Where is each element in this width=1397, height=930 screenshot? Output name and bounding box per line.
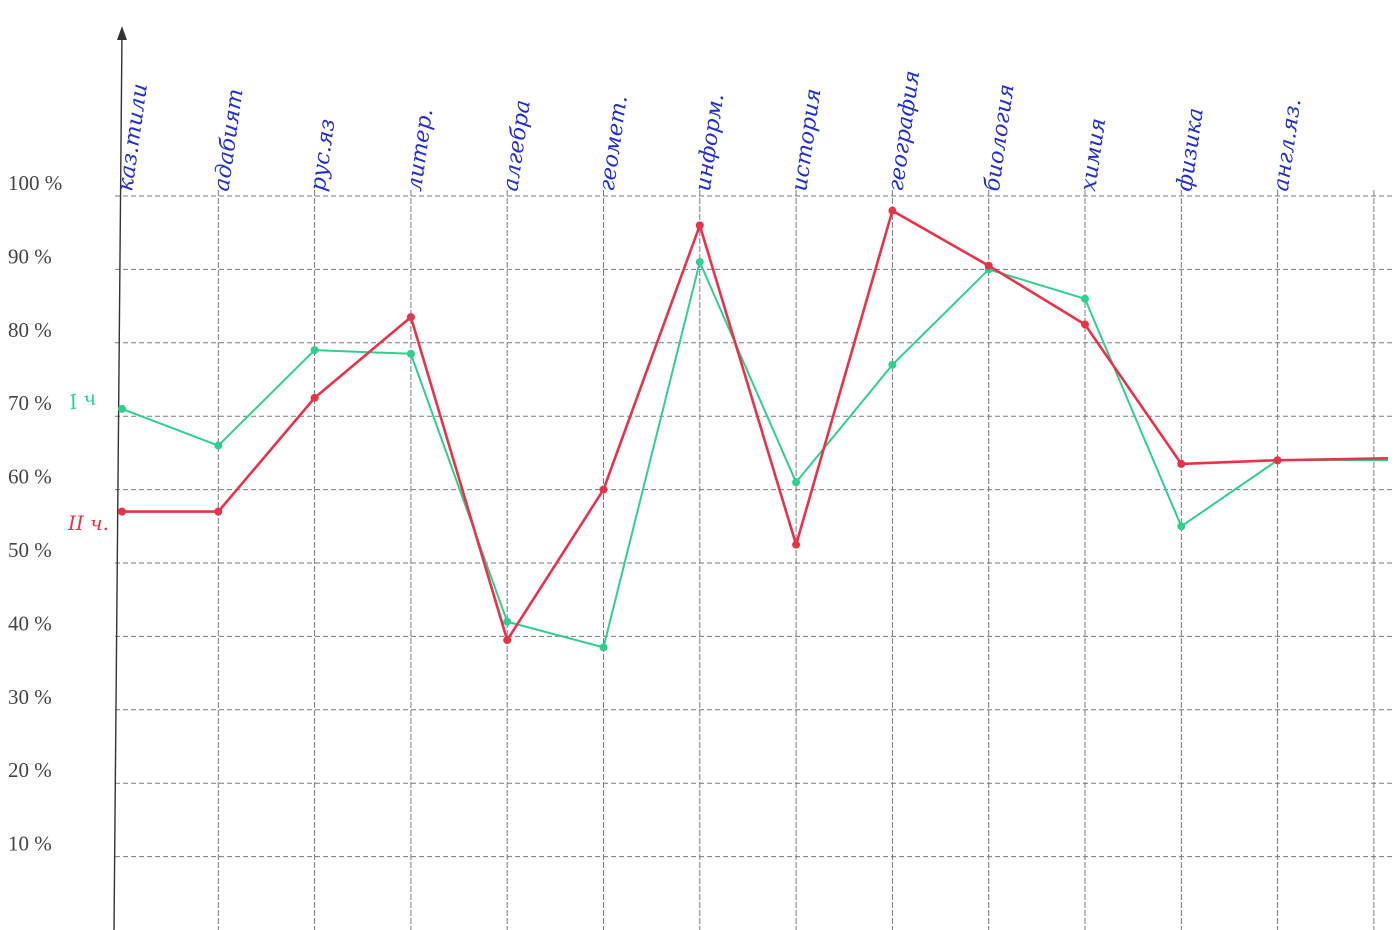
axes [113,26,127,930]
category-label: геомет. [595,94,633,193]
category-label: информ. [691,92,729,193]
data-point [503,636,512,645]
category-label: история [787,87,826,193]
series-label: II ч. [67,511,109,535]
y-tick-label: 90 % [8,244,52,268]
y-tick-label: 50 % [8,538,52,562]
data-point [599,485,608,494]
data-point [1177,459,1186,468]
data-point [888,206,897,215]
series-labels: I ч II ч. [66,385,109,535]
category-label: англ.яз. [1269,97,1307,193]
category-label: рус.яз [306,117,341,193]
data-point [406,349,415,358]
series-extension [1277,457,1389,462]
y-tick-label: 10 % [8,832,52,856]
y-tick-label: 40 % [8,611,52,635]
category-label: литер. [402,107,438,193]
y-tick-label: 100 % [8,171,62,195]
data-point [984,261,993,270]
y-tick-label: 20 % [8,758,52,782]
y-tick-label: 70 % [8,391,52,415]
category-label: физика [1172,106,1208,192]
data-point [118,507,126,516]
data-point [1177,522,1186,531]
data-point [792,478,801,487]
data-point [310,393,319,402]
data-point [599,643,608,652]
data-point [214,507,223,516]
data-point [695,258,704,267]
data-point [792,540,801,549]
series-label: I ч [66,385,98,414]
y-axis [113,31,123,930]
data-point [214,441,223,450]
data-point [888,360,897,369]
data-point [118,404,126,413]
data-point [1081,294,1089,303]
y-tick-label: 30 % [8,685,52,709]
y-tick-label: 80 % [8,318,52,342]
y-tick-label: 60 % [8,465,52,489]
category-label: география [884,69,926,193]
category-label: биология [980,82,1020,192]
y-tick-labels: 10 % 20 % 30 % 40 % 50 % 60 % 70 % 80 % 90 % 100 … [8,171,62,856]
category-label: алгебра [498,98,536,192]
y-axis-arrow [117,26,127,40]
data-point [1081,320,1089,329]
category-label: адабият [209,87,248,193]
data-point [695,221,704,230]
series-lines [118,206,1389,652]
data-point [310,346,319,355]
data-point [406,313,415,322]
category-labels: каз.тили адабият рус.яз литер. алгебра геомет… [113,69,1306,193]
data-point [503,617,512,626]
category-label: химия [1076,117,1111,193]
category-label: каз.тили [113,82,153,193]
grid [115,190,1395,930]
